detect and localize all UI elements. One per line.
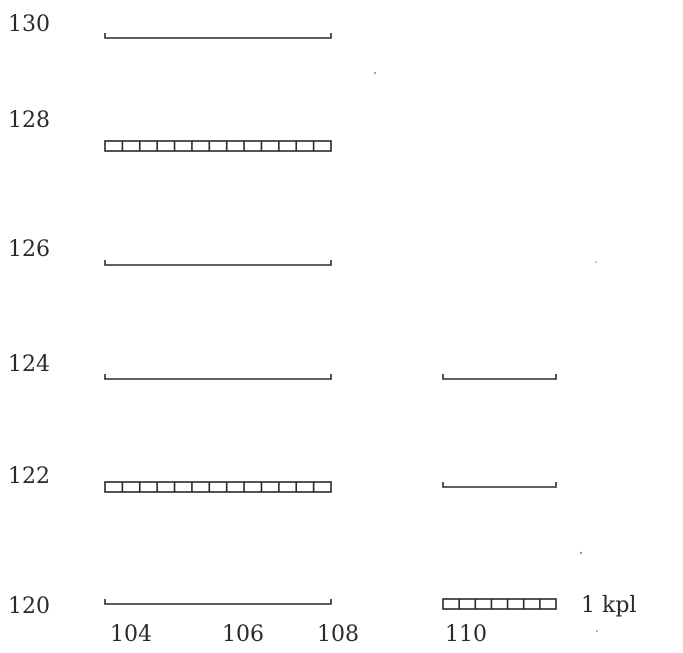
x-label-110: 110 xyxy=(445,622,487,647)
bar-bracket-130-left xyxy=(104,33,332,39)
bar-bracket-122-right xyxy=(442,482,557,488)
legend-label: 1 kpl xyxy=(581,593,636,618)
bar-bracket-124-left xyxy=(104,374,332,380)
speck xyxy=(373,71,377,75)
y-label-130: 130 xyxy=(8,12,50,37)
x-label-104: 104 xyxy=(110,622,152,647)
bar-hatched-122-left xyxy=(104,481,332,493)
y-label-122: 122 xyxy=(8,464,50,489)
speck xyxy=(579,551,583,555)
y-label-126: 126 xyxy=(8,237,50,262)
y-label-120: 120 xyxy=(8,594,50,619)
y-label-128: 128 xyxy=(8,108,50,133)
speck xyxy=(595,261,597,263)
speck xyxy=(596,630,598,632)
bar-hatched-128-left xyxy=(104,140,332,152)
bars-layer xyxy=(104,33,557,610)
legend-swatch-120-right xyxy=(442,598,557,610)
bar-bracket-126-left xyxy=(104,260,332,266)
x-label-106: 106 xyxy=(222,622,264,647)
x-label-108: 108 xyxy=(317,622,359,647)
bar-bracket-124-right xyxy=(442,374,557,380)
bar-bracket-120-left xyxy=(104,599,332,605)
y-label-124: 124 xyxy=(8,352,50,377)
